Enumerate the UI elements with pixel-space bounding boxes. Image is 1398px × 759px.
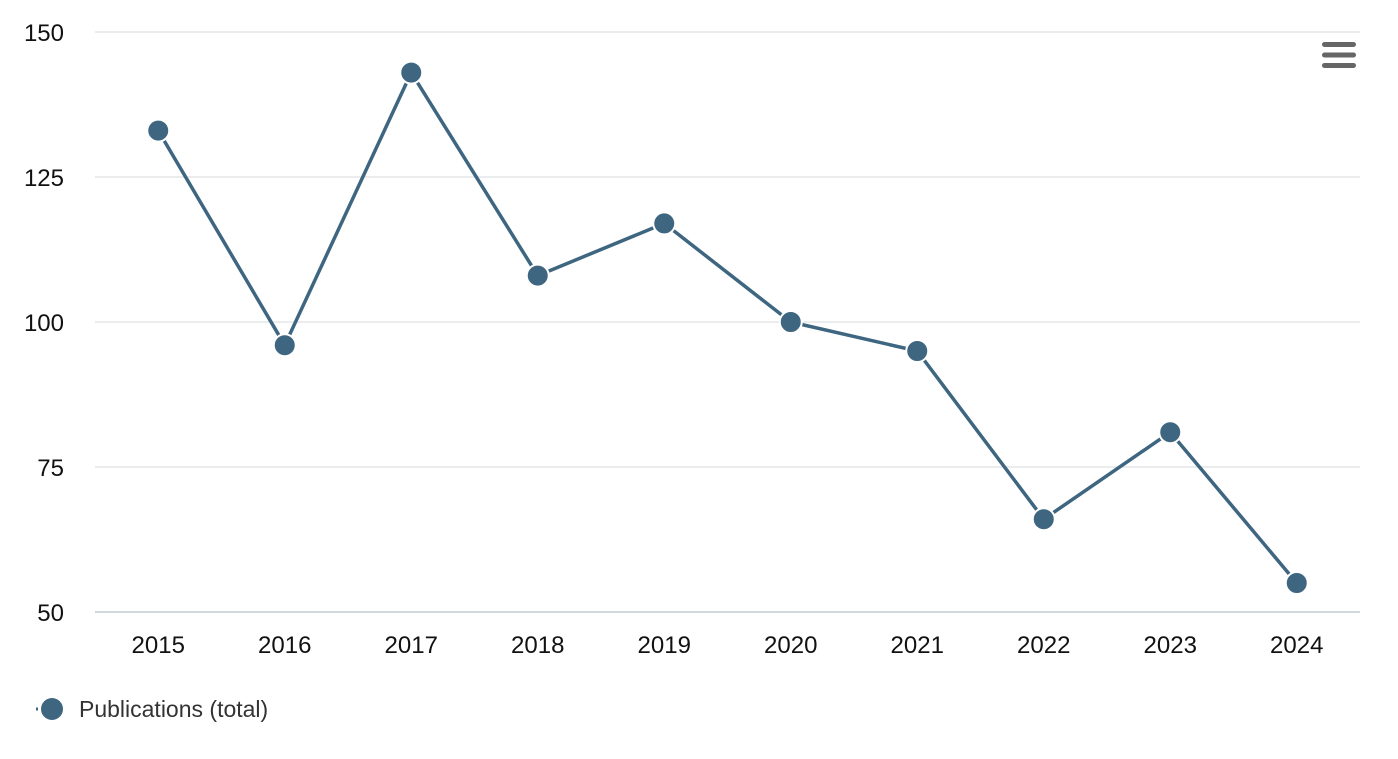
x-tick-label: 2019	[638, 632, 691, 659]
y-tick-label: 125	[24, 165, 64, 192]
data-point-2020[interactable]	[778, 310, 803, 334]
data-point-2015[interactable]	[146, 118, 171, 143]
x-tick-label: 2024	[1270, 632, 1323, 659]
y-tick-label: 100	[24, 310, 64, 337]
data-point-2024[interactable]	[1284, 571, 1309, 595]
y-tick-label: 150	[24, 20, 64, 47]
x-tick-label: 2021	[891, 632, 944, 659]
x-tick-label: 2015	[132, 632, 185, 659]
menu-bar-middle	[1322, 52, 1356, 58]
x-tick-label: 2018	[511, 632, 564, 659]
menu-bar-top	[1322, 42, 1356, 47]
x-tick-label: 2023	[1144, 632, 1197, 659]
x-tick-label: 2016	[258, 632, 311, 659]
series-layer	[146, 60, 1309, 595]
y-axis: 50 75 100 125 150	[24, 20, 64, 627]
legend-marker-swatch	[41, 698, 63, 720]
data-point-2016[interactable]	[272, 333, 297, 358]
y-tick-label: 75	[37, 455, 64, 482]
data-point-2022[interactable]	[1031, 507, 1056, 532]
x-tick-label: 2022	[1017, 632, 1070, 659]
legend-label: Publications (total)	[79, 696, 268, 722]
series-line	[156, 70, 1299, 585]
data-point-2018[interactable]	[525, 263, 550, 288]
x-tick-label: 2017	[385, 632, 438, 659]
legend-item[interactable]: Publications (total)	[36, 696, 268, 722]
data-point-2019[interactable]	[652, 211, 677, 236]
data-point-2021[interactable]	[905, 339, 930, 363]
data-point-2023[interactable]	[1158, 420, 1183, 445]
chart-menu-button[interactable]	[1322, 42, 1356, 68]
menu-bar-bottom	[1322, 63, 1356, 68]
x-tick-label: 2020	[764, 632, 817, 659]
data-point-2017[interactable]	[399, 60, 424, 85]
y-tick-label: 50	[37, 600, 64, 627]
grid-layer	[95, 31, 1360, 468]
x-axis: 2015 2016 2017 2018 2019 2020 2021 2022 2023 2024	[95, 611, 1360, 659]
